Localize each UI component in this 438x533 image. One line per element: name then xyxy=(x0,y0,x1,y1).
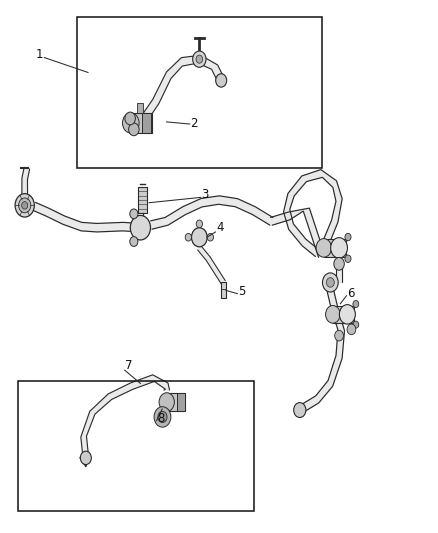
Circle shape xyxy=(21,201,28,209)
Circle shape xyxy=(322,273,338,292)
Circle shape xyxy=(129,123,139,136)
Bar xyxy=(77,17,321,168)
Polygon shape xyxy=(271,208,325,257)
Bar xyxy=(324,239,346,257)
Polygon shape xyxy=(283,169,342,256)
Circle shape xyxy=(196,55,203,63)
Circle shape xyxy=(207,233,213,241)
Circle shape xyxy=(158,411,167,423)
Circle shape xyxy=(325,305,340,323)
Circle shape xyxy=(326,278,334,287)
Circle shape xyxy=(191,228,207,247)
Circle shape xyxy=(159,393,174,411)
Circle shape xyxy=(130,209,138,219)
Bar xyxy=(18,381,254,511)
Polygon shape xyxy=(151,196,273,229)
Polygon shape xyxy=(33,203,141,232)
Circle shape xyxy=(185,233,191,241)
Text: 2: 2 xyxy=(191,117,198,130)
Circle shape xyxy=(130,237,138,246)
Text: 6: 6 xyxy=(347,287,354,300)
Circle shape xyxy=(334,257,344,270)
Circle shape xyxy=(293,402,306,417)
Circle shape xyxy=(215,74,227,87)
Circle shape xyxy=(80,451,92,465)
Bar xyxy=(221,282,226,298)
Text: 3: 3 xyxy=(201,189,209,201)
Text: 1: 1 xyxy=(35,48,43,61)
Text: 4: 4 xyxy=(216,221,223,234)
Circle shape xyxy=(347,324,356,335)
Circle shape xyxy=(123,113,139,133)
Circle shape xyxy=(353,301,359,308)
Text: 5: 5 xyxy=(238,285,245,297)
Bar xyxy=(333,305,353,323)
Bar xyxy=(131,113,152,133)
Polygon shape xyxy=(336,264,342,282)
Circle shape xyxy=(345,255,351,262)
Polygon shape xyxy=(298,289,345,414)
Circle shape xyxy=(196,220,202,228)
Circle shape xyxy=(154,407,171,427)
Polygon shape xyxy=(81,375,170,458)
Circle shape xyxy=(193,51,206,67)
Circle shape xyxy=(15,193,34,217)
Bar xyxy=(177,393,185,411)
Circle shape xyxy=(335,330,343,341)
Polygon shape xyxy=(142,55,224,120)
Bar xyxy=(137,103,143,113)
Circle shape xyxy=(316,239,332,257)
Circle shape xyxy=(125,112,135,125)
Bar xyxy=(167,393,185,411)
Polygon shape xyxy=(198,246,225,284)
Bar xyxy=(141,113,151,133)
Circle shape xyxy=(18,198,31,213)
Circle shape xyxy=(345,233,351,241)
Text: 7: 7 xyxy=(125,359,133,372)
Polygon shape xyxy=(22,167,30,193)
Circle shape xyxy=(339,305,355,324)
Circle shape xyxy=(131,215,151,240)
Bar xyxy=(138,187,147,213)
Circle shape xyxy=(331,238,347,258)
Text: 8: 8 xyxy=(157,412,164,425)
Circle shape xyxy=(353,321,359,328)
